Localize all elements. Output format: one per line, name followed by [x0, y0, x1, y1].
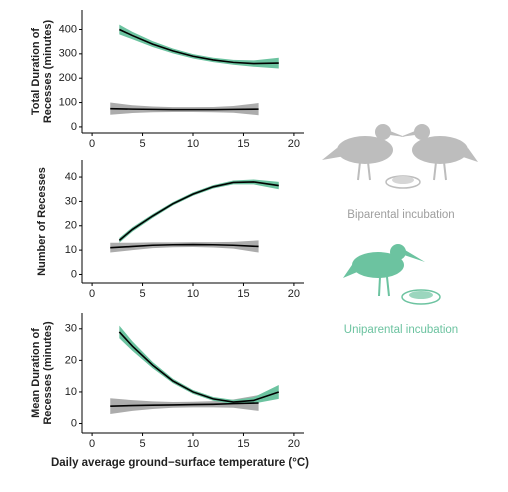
y-tick-label: 10	[65, 386, 77, 398]
y-tick-label: 10	[65, 244, 77, 256]
y-tick-label: 0	[71, 417, 77, 429]
confidence-band	[119, 24, 279, 69]
x-tick-label: 0	[89, 438, 95, 450]
fit-line	[118, 28, 279, 65]
y-axis-label: Number of Recesses	[36, 167, 48, 276]
y-tick-label: 100	[59, 96, 77, 108]
x-tick-label: 10	[187, 138, 199, 150]
y-tick-label: 30	[65, 195, 77, 207]
x-tick-label: 15	[237, 288, 249, 300]
y-axis-label: Recesses (minutes)	[42, 321, 54, 425]
y-axis-label: Mean Duration of	[30, 328, 42, 418]
fit-line	[110, 243, 259, 249]
x-tick-label: 15	[237, 438, 249, 450]
x-tick-label: 10	[187, 288, 199, 300]
y-tick-label: 0	[71, 121, 77, 133]
confidence-band	[119, 179, 279, 243]
x-tick-label: 0	[89, 138, 95, 150]
y-tick-label: 40	[65, 171, 77, 183]
confidence-band	[119, 325, 279, 405]
fit-line	[110, 402, 259, 407]
y-tick-label: 400	[59, 23, 77, 35]
x-tick-label: 5	[139, 138, 145, 150]
y-axis-label: Total Duration of	[30, 28, 42, 116]
x-tick-label: 20	[288, 288, 300, 300]
fit-line	[110, 107, 259, 111]
fit-line	[118, 181, 279, 241]
x-tick-label: 10	[187, 438, 199, 450]
x-tick-label: 20	[288, 138, 300, 150]
confidence-band	[110, 240, 259, 253]
x-axis-label: Daily average ground−surface temperature…	[51, 457, 309, 469]
y-tick-label: 0	[71, 268, 77, 280]
x-tick-label: 5	[139, 288, 145, 300]
uniparental-icon	[343, 244, 441, 305]
x-tick-label: 5	[139, 438, 145, 450]
legend-label: Biparental incubation	[347, 209, 454, 221]
biparental-icon	[322, 124, 478, 189]
y-tick-label: 30	[65, 323, 77, 335]
legend-label: Uniparental incubation	[344, 324, 458, 336]
fit-line	[118, 331, 280, 403]
y-tick-label: 20	[65, 354, 77, 366]
y-axis-label: Recesses (minutes)	[42, 20, 54, 124]
x-tick-label: 15	[237, 138, 249, 150]
y-tick-label: 300	[59, 48, 77, 60]
y-tick-label: 200	[59, 72, 77, 84]
y-tick-label: 20	[65, 220, 77, 232]
x-tick-label: 0	[89, 288, 95, 300]
x-tick-label: 20	[288, 438, 300, 450]
